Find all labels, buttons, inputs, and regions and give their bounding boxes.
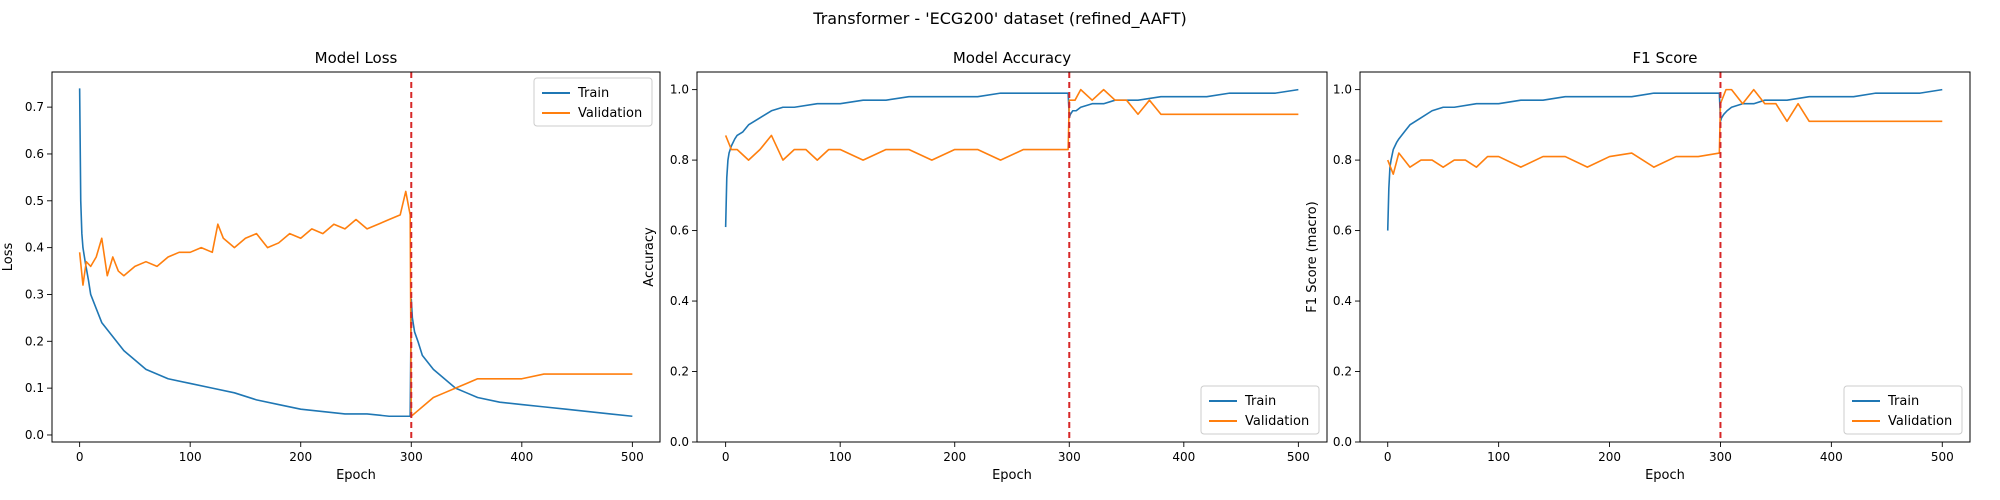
y-tick-label: 0.2 (25, 334, 44, 348)
x-tick-label: 500 (621, 450, 644, 464)
axes-frame (1359, 71, 1971, 443)
legend: Train Validation (533, 77, 653, 127)
x-tick-label: 100 (829, 450, 852, 464)
x-tick-label: 500 (1287, 450, 1310, 464)
x-tick-label: 300 (1058, 450, 1081, 464)
x-tick-label: 200 (1598, 450, 1621, 464)
y-tick-label: 0.5 (25, 194, 44, 208)
x-axis-label: Epoch (1645, 468, 1685, 483)
x-tick-label: 200 (289, 450, 312, 464)
y-tick-label: 0.0 (670, 435, 689, 449)
legend-label-validation: Validation (1888, 414, 1952, 429)
x-tick-label: 0 (1384, 450, 1392, 464)
axes-frame (696, 71, 1328, 443)
series-line-validation (78, 190, 633, 418)
legend-label-train: Train (1887, 394, 1919, 409)
y-tick-label: 0.7 (25, 100, 44, 114)
y-tick-label: 0.4 (25, 241, 44, 255)
x-tick-label: 200 (943, 450, 966, 464)
y-tick-label: 0.0 (25, 428, 44, 442)
series-line-validation (724, 88, 1299, 161)
x-tick-label: 0 (76, 450, 84, 464)
legend-label-train: Train (577, 86, 609, 101)
y-tick-label: 0.8 (1333, 153, 1352, 167)
legend: Train Validation (1200, 385, 1320, 435)
axes-frame (51, 71, 661, 443)
y-tick-label: 0.2 (670, 365, 689, 379)
y-axis-label: Accuracy (642, 227, 657, 287)
x-tick-label: 300 (1709, 450, 1732, 464)
x-tick-label: 300 (400, 450, 423, 464)
x-tick-label: 400 (1172, 450, 1195, 464)
y-tick-label: 0.1 (25, 381, 44, 395)
x-axis-label: Epoch (992, 468, 1032, 483)
x-tick-label: 400 (510, 450, 533, 464)
y-axis-label: F1 Score (macro) (1305, 201, 1320, 312)
legend-label-validation: Validation (1245, 414, 1309, 429)
y-tick-label: 0.6 (25, 147, 44, 161)
y-tick-label: 0.6 (1333, 224, 1352, 238)
subplot-f1-score: F1 Score 0 100 200 300 400 500 0.0 0.2 0.4 0.6 0.8 1… (1305, 49, 1971, 483)
subplot-model-loss: Model Loss 0 100 200 300 400 500 0.0 0.1 0.2 0.3 0.… (1, 49, 661, 483)
chart-title: F1 Score (1633, 49, 1698, 67)
y-tick-label: 0.2 (1333, 365, 1352, 379)
series-line-validation (1386, 88, 1943, 175)
y-axis-label: Loss (1, 243, 16, 272)
x-tick-label: 500 (1931, 450, 1954, 464)
legend-label-validation: Validation (578, 106, 642, 121)
y-tick-label: 0.4 (1333, 294, 1352, 308)
series-line-train (78, 88, 633, 418)
y-tick-label: 1.0 (670, 83, 689, 97)
y-tick-label: 0.3 (25, 287, 44, 301)
series-line-train (724, 88, 1299, 228)
chart-title: Model Loss (315, 49, 398, 67)
figure-suptitle: Transformer - 'ECG200' dataset (refined_… (812, 9, 1186, 29)
x-tick-label: 100 (179, 450, 202, 464)
x-tick-label: 400 (1820, 450, 1843, 464)
legend-label-train: Train (1244, 394, 1276, 409)
y-tick-label: 0.8 (670, 153, 689, 167)
subplot-panels: Model Loss 0 100 200 300 400 500 0.0 0.1 0.2 0.3 0.… (1, 49, 1971, 483)
x-tick-label: 0 (722, 450, 730, 464)
y-tick-label: 0.0 (1333, 435, 1352, 449)
x-axis-label: Epoch (336, 468, 376, 483)
y-tick-label: 1.0 (1333, 83, 1352, 97)
subplot-model-accuracy: Model Accuracy 0 100 200 300 400 500 0.0 0.2 0.4 0… (642, 49, 1328, 483)
x-tick-label: 100 (1487, 450, 1510, 464)
y-tick-label: 0.6 (670, 224, 689, 238)
chart-title: Model Accuracy (953, 49, 1071, 67)
legend: Train Validation (1843, 385, 1963, 435)
series-line-train (1386, 88, 1943, 231)
y-tick-label: 0.4 (670, 294, 689, 308)
